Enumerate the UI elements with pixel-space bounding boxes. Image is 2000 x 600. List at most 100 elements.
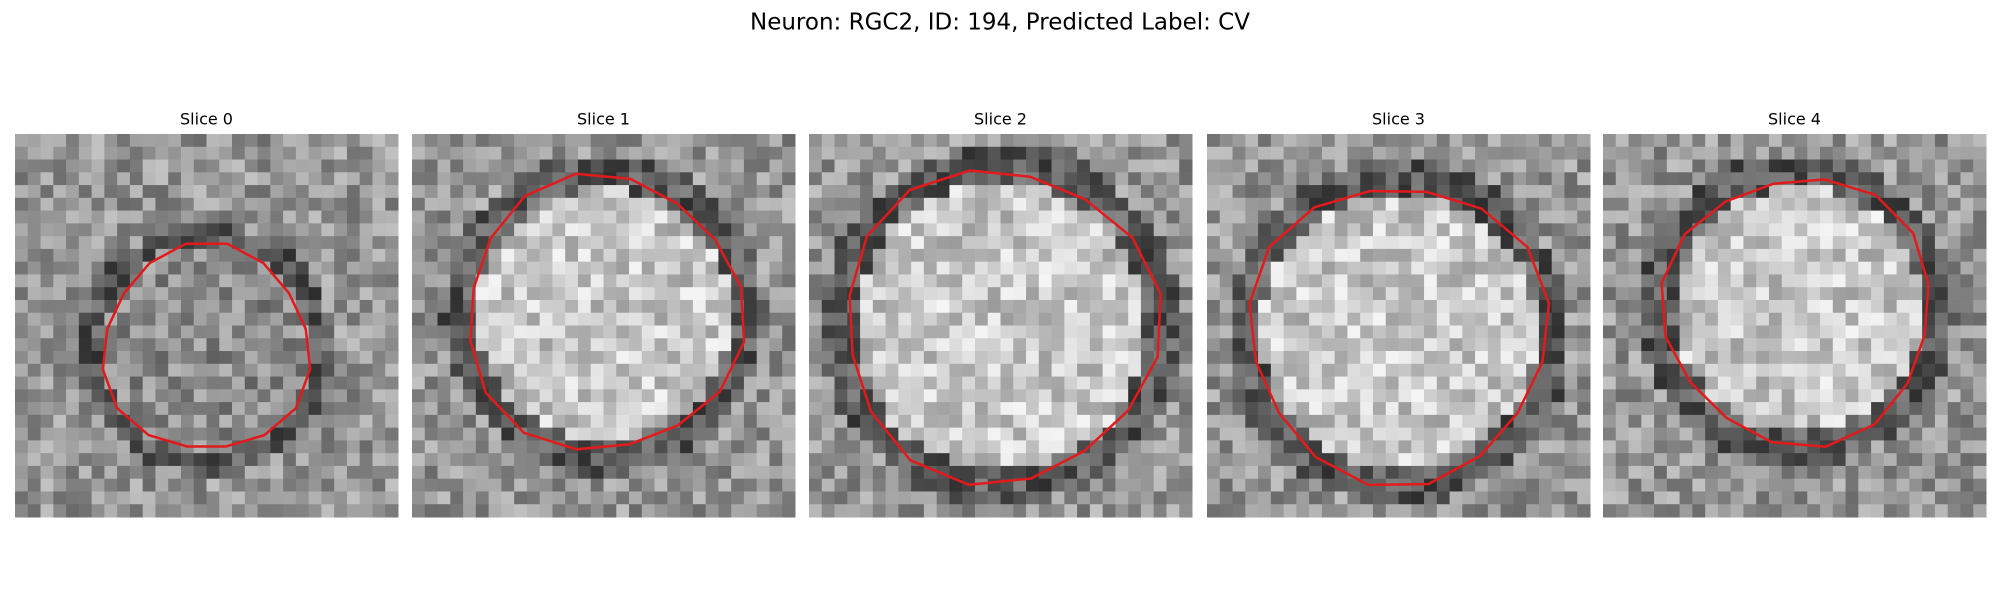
pixel xyxy=(1526,223,1540,237)
pixel xyxy=(1296,453,1310,467)
pixel xyxy=(1424,223,1438,237)
pixel xyxy=(1077,427,1091,441)
pixel xyxy=(1500,478,1514,492)
pixel xyxy=(539,325,553,339)
pixel xyxy=(334,414,348,429)
pixel xyxy=(1654,491,1668,505)
pixel xyxy=(104,478,118,492)
pixel xyxy=(1654,363,1668,378)
pixel xyxy=(412,185,426,199)
pixel xyxy=(1334,376,1348,390)
pixel xyxy=(501,325,515,339)
pixel xyxy=(1845,274,1859,288)
pixel xyxy=(1768,402,1783,416)
pixel xyxy=(1781,465,1795,480)
pixel xyxy=(1153,389,1167,403)
pixel xyxy=(257,185,271,199)
pixel xyxy=(936,389,950,403)
pixel xyxy=(629,376,643,390)
pixel xyxy=(603,376,617,390)
pixel xyxy=(1781,299,1795,314)
pixel xyxy=(1207,236,1221,250)
pixel xyxy=(539,440,553,454)
pixel xyxy=(1153,491,1167,505)
pixel xyxy=(1372,134,1387,148)
pixel xyxy=(1909,465,1923,480)
pixel xyxy=(232,223,246,237)
pixel xyxy=(1051,210,1065,224)
pixel xyxy=(40,312,54,326)
pixel xyxy=(1666,478,1681,492)
pixel xyxy=(834,325,848,339)
pixel xyxy=(705,248,719,263)
pixel xyxy=(1153,427,1167,441)
pixel xyxy=(1089,159,1104,173)
pixel xyxy=(1462,414,1476,429)
pixel xyxy=(923,146,938,161)
pixel xyxy=(974,210,989,224)
pixel xyxy=(412,453,426,467)
pixel xyxy=(1089,287,1104,301)
pixel xyxy=(603,159,617,173)
pixel xyxy=(1283,299,1297,314)
pixel xyxy=(1526,402,1540,416)
pixel xyxy=(1258,287,1272,301)
pixel xyxy=(1219,223,1234,237)
pixel xyxy=(283,453,297,467)
pixel xyxy=(359,312,373,326)
pixel xyxy=(1166,172,1180,186)
pixel xyxy=(1089,185,1104,199)
pixel xyxy=(743,478,758,492)
pixel xyxy=(168,465,182,480)
pixel xyxy=(412,414,426,429)
pixel xyxy=(1232,299,1246,314)
pixel xyxy=(1153,478,1167,492)
pixel xyxy=(27,312,42,326)
pixel xyxy=(1140,338,1155,352)
pixel xyxy=(219,287,233,301)
pixel xyxy=(1089,197,1104,212)
pixel xyxy=(91,159,105,173)
pixel xyxy=(1883,261,1898,275)
pixel xyxy=(1013,236,1027,250)
pixel xyxy=(1487,210,1502,224)
pixel xyxy=(1475,248,1489,263)
pixel xyxy=(1577,351,1591,365)
pixel xyxy=(1038,223,1053,237)
pixel xyxy=(488,325,502,339)
pixel xyxy=(488,287,502,301)
pixel xyxy=(53,338,67,352)
pixel xyxy=(756,414,770,429)
pixel xyxy=(1603,312,1617,326)
contour xyxy=(848,169,1162,487)
pixel xyxy=(1219,146,1234,161)
pixel xyxy=(78,185,93,199)
pixel xyxy=(987,414,1001,429)
pixel xyxy=(565,453,579,467)
pixel xyxy=(219,134,233,148)
pixel xyxy=(308,261,322,275)
pixel xyxy=(821,453,836,467)
pixel xyxy=(514,402,528,416)
pixel xyxy=(603,325,617,339)
pixel xyxy=(1347,197,1361,212)
contour xyxy=(1248,189,1551,487)
pixel xyxy=(1513,223,1527,237)
pixel xyxy=(270,261,284,275)
pixel xyxy=(936,248,950,263)
pixel xyxy=(1883,440,1898,454)
pixel xyxy=(1334,453,1348,467)
pixel xyxy=(1807,287,1821,301)
pixel xyxy=(629,261,643,275)
pixel xyxy=(129,453,144,467)
pixel xyxy=(53,197,67,212)
pixel xyxy=(1115,274,1129,288)
pixel xyxy=(142,236,156,250)
pixel xyxy=(1807,146,1821,161)
pixel xyxy=(53,478,67,492)
pixel xyxy=(346,402,361,416)
pixel xyxy=(15,414,29,429)
pixel xyxy=(1372,274,1387,288)
pixel xyxy=(27,453,42,467)
pixel xyxy=(385,185,399,199)
